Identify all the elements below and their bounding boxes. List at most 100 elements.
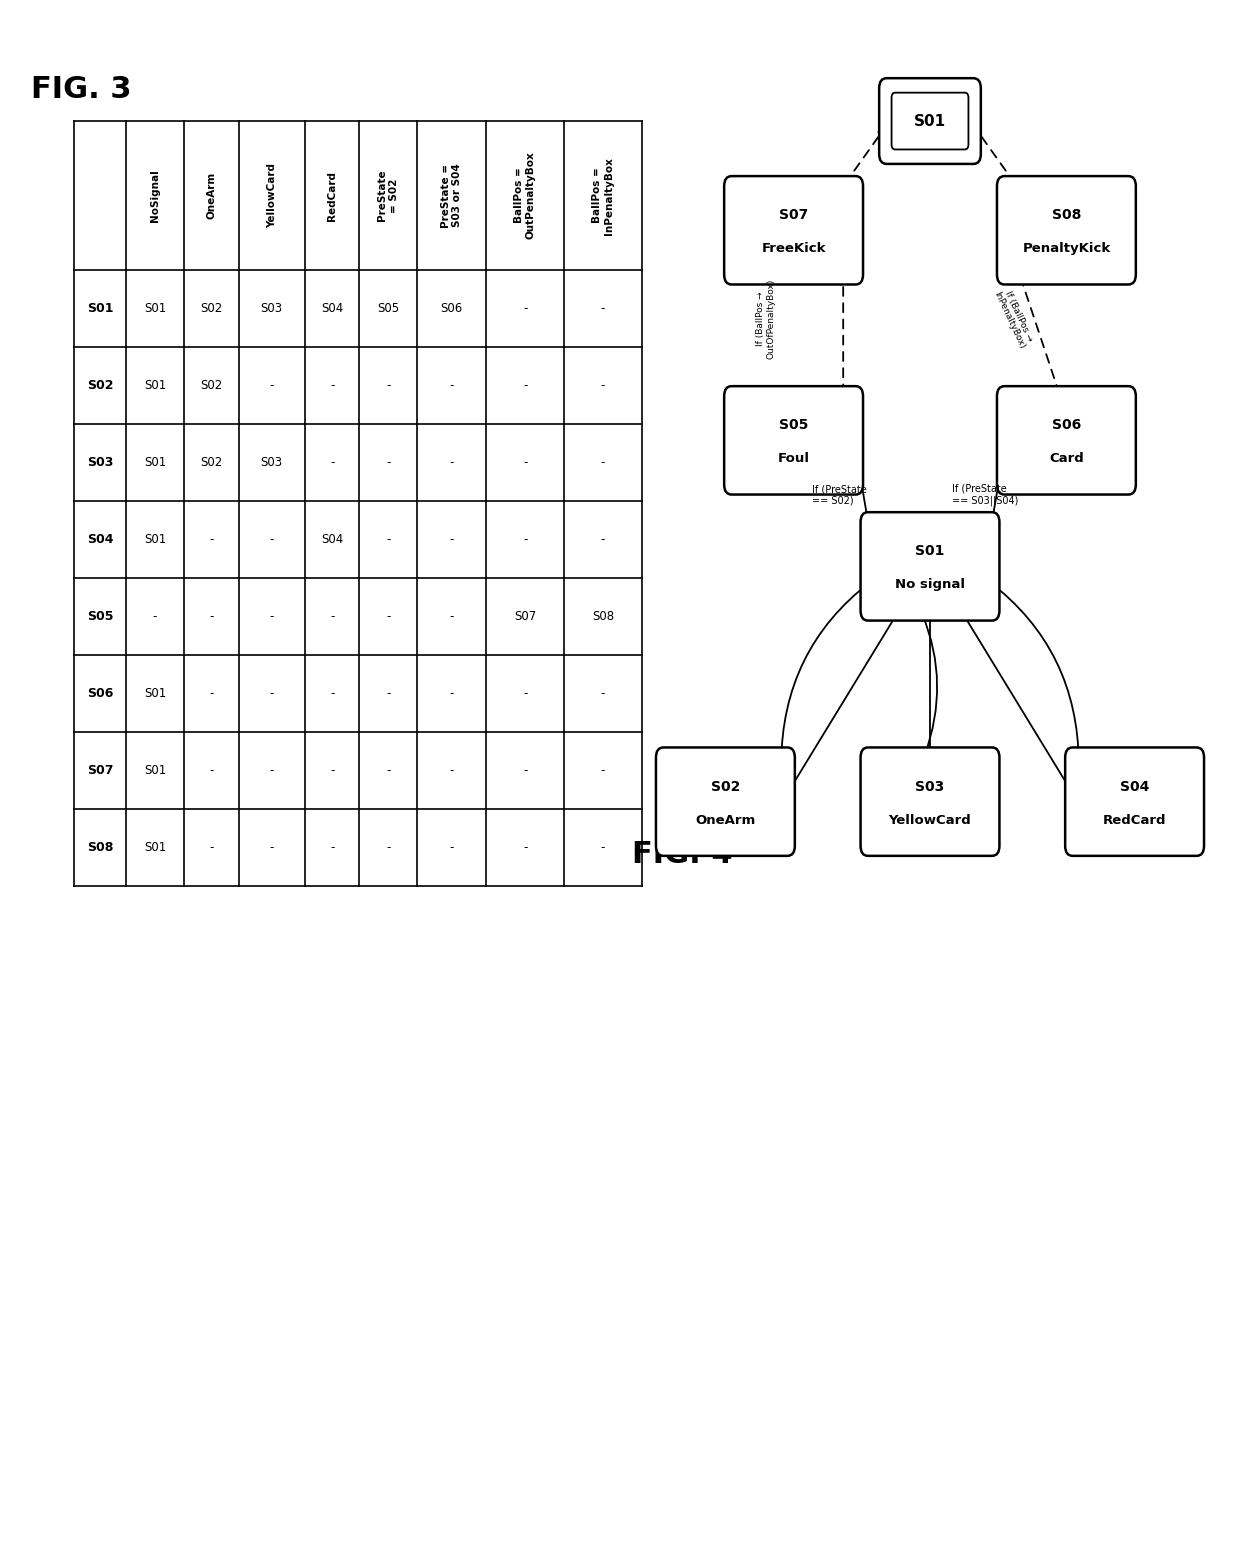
FancyBboxPatch shape xyxy=(724,386,863,495)
Text: S03: S03 xyxy=(260,302,283,316)
Text: -: - xyxy=(330,764,335,776)
Text: S01: S01 xyxy=(144,840,166,854)
Text: S01: S01 xyxy=(87,302,114,316)
Text: -: - xyxy=(386,456,391,468)
Text: -: - xyxy=(386,764,391,776)
Text: S08: S08 xyxy=(87,840,114,854)
Text: Foul: Foul xyxy=(777,453,810,465)
Text: S04: S04 xyxy=(321,534,343,546)
Text: -: - xyxy=(449,456,454,468)
Text: S03: S03 xyxy=(915,780,945,794)
FancyBboxPatch shape xyxy=(997,386,1136,495)
Text: -: - xyxy=(449,534,454,546)
Text: -: - xyxy=(523,840,527,854)
FancyBboxPatch shape xyxy=(724,176,863,285)
Text: -: - xyxy=(210,764,213,776)
Text: S01: S01 xyxy=(144,534,166,546)
Text: PenaltyKick: PenaltyKick xyxy=(1022,243,1111,255)
Text: -: - xyxy=(210,686,213,700)
Text: -: - xyxy=(386,686,391,700)
Text: S08: S08 xyxy=(1052,209,1081,223)
Text: RedCard: RedCard xyxy=(327,171,337,221)
Text: S05: S05 xyxy=(87,610,114,622)
FancyBboxPatch shape xyxy=(879,78,981,163)
Text: -: - xyxy=(269,686,274,700)
FancyBboxPatch shape xyxy=(997,176,1136,285)
Text: If (PreState
== S03||S04): If (PreState == S03||S04) xyxy=(952,484,1018,506)
FancyBboxPatch shape xyxy=(861,747,999,856)
Text: -: - xyxy=(269,610,274,622)
Text: -: - xyxy=(523,764,527,776)
Text: -: - xyxy=(600,686,605,700)
Text: S01: S01 xyxy=(915,545,945,559)
Text: BallPos =
OutPenaltyBox: BallPos = OutPenaltyBox xyxy=(515,152,536,240)
Text: -: - xyxy=(600,534,605,546)
Text: -: - xyxy=(269,764,274,776)
Text: S01: S01 xyxy=(914,114,946,129)
Text: S08: S08 xyxy=(591,610,614,622)
Text: FIG. 4: FIG. 4 xyxy=(632,840,733,868)
Text: S06: S06 xyxy=(440,302,463,316)
Text: S02: S02 xyxy=(87,380,114,392)
Text: S06: S06 xyxy=(87,686,114,700)
Text: S07: S07 xyxy=(513,610,536,622)
Text: -: - xyxy=(330,840,335,854)
FancyBboxPatch shape xyxy=(861,512,999,621)
Text: YellowCard: YellowCard xyxy=(267,163,277,229)
FancyBboxPatch shape xyxy=(892,93,968,149)
Text: -: - xyxy=(600,456,605,468)
Text: -: - xyxy=(449,610,454,622)
Text: -: - xyxy=(386,840,391,854)
Text: -: - xyxy=(600,302,605,316)
Text: -: - xyxy=(523,302,527,316)
Text: S05: S05 xyxy=(377,302,399,316)
Text: -: - xyxy=(269,534,274,546)
Text: S04: S04 xyxy=(87,534,114,546)
Text: S02: S02 xyxy=(200,456,222,468)
Text: OneArm: OneArm xyxy=(206,173,216,219)
Text: -: - xyxy=(600,764,605,776)
Text: FreeKick: FreeKick xyxy=(761,243,826,255)
Text: -: - xyxy=(153,610,157,622)
Text: -: - xyxy=(330,456,335,468)
Text: YellowCard: YellowCard xyxy=(889,814,971,826)
Text: -: - xyxy=(386,380,391,392)
Text: -: - xyxy=(330,380,335,392)
Text: S07: S07 xyxy=(779,209,808,223)
Text: -: - xyxy=(386,534,391,546)
Text: PreState =
S03 or S04: PreState = S03 or S04 xyxy=(441,163,463,227)
Text: S02: S02 xyxy=(711,780,740,794)
Text: -: - xyxy=(523,686,527,700)
Text: S01: S01 xyxy=(144,456,166,468)
Text: -: - xyxy=(330,686,335,700)
Text: -: - xyxy=(600,840,605,854)
Text: -: - xyxy=(449,380,454,392)
Text: S07: S07 xyxy=(87,764,114,776)
Text: BallPos =
InPenaltyBox: BallPos = InPenaltyBox xyxy=(591,157,614,235)
Text: PreState
= S02: PreState = S02 xyxy=(377,170,399,221)
Text: S05: S05 xyxy=(779,419,808,433)
Text: -: - xyxy=(449,686,454,700)
Text: NoSignal: NoSignal xyxy=(150,170,160,223)
Text: S06: S06 xyxy=(1052,419,1081,433)
Text: -: - xyxy=(386,610,391,622)
Text: OneArm: OneArm xyxy=(696,814,755,826)
Text: -: - xyxy=(330,610,335,622)
FancyBboxPatch shape xyxy=(656,747,795,856)
Text: S01: S01 xyxy=(144,302,166,316)
Text: If (PreState
== S02): If (PreState == S02) xyxy=(812,484,867,506)
Text: -: - xyxy=(269,840,274,854)
Text: -: - xyxy=(449,764,454,776)
Text: S04: S04 xyxy=(321,302,343,316)
Text: -: - xyxy=(210,840,213,854)
Text: -: - xyxy=(600,380,605,392)
Text: FIG. 3: FIG. 3 xyxy=(31,75,131,104)
Text: -: - xyxy=(210,534,213,546)
Text: Card: Card xyxy=(1049,453,1084,465)
Text: -: - xyxy=(210,610,213,622)
FancyBboxPatch shape xyxy=(1065,747,1204,856)
Text: -: - xyxy=(269,380,274,392)
Text: -: - xyxy=(523,456,527,468)
Text: S01: S01 xyxy=(144,764,166,776)
Text: S03: S03 xyxy=(87,456,114,468)
